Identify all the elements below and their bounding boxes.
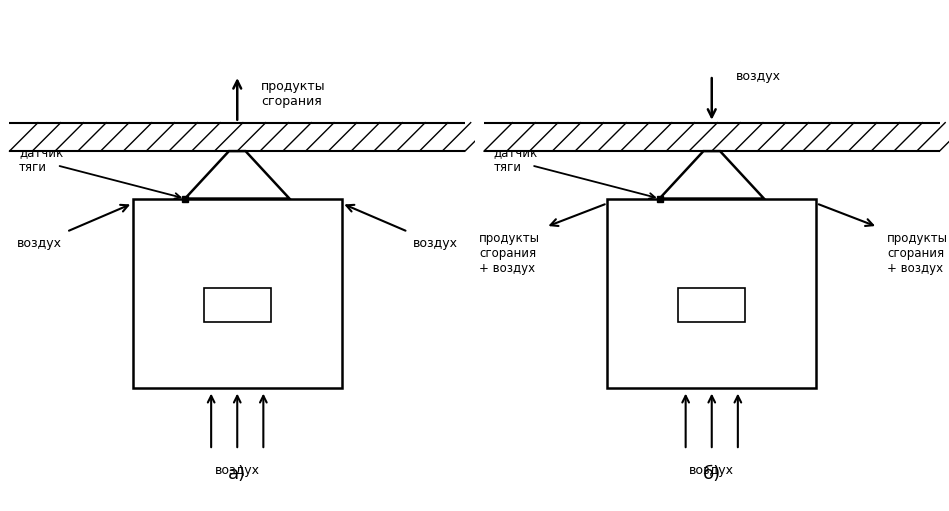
Bar	[679, 288, 745, 322]
Text: продукты
сгорания
+ воздух: продукты сгорания + воздух	[887, 232, 948, 275]
Text: воздух: воздух	[17, 237, 62, 249]
Text: датчик
тяги: датчик тяги	[493, 146, 538, 174]
Text: б): б)	[702, 465, 721, 483]
Text: продукты
сгорания
+ воздух: продукты сгорания + воздух	[479, 232, 540, 275]
Text: продукты
сгорания: продукты сгорания	[261, 80, 326, 108]
Bar	[204, 288, 270, 322]
Text: воздух: воздух	[413, 237, 457, 249]
Text: а): а)	[228, 465, 247, 483]
Text: воздух: воздух	[214, 464, 260, 477]
Text: воздух: воздух	[689, 464, 735, 477]
Text: датчик
тяги: датчик тяги	[19, 146, 64, 174]
Text: воздух: воздух	[735, 71, 780, 83]
Bar	[607, 199, 816, 388]
Bar	[133, 199, 342, 388]
